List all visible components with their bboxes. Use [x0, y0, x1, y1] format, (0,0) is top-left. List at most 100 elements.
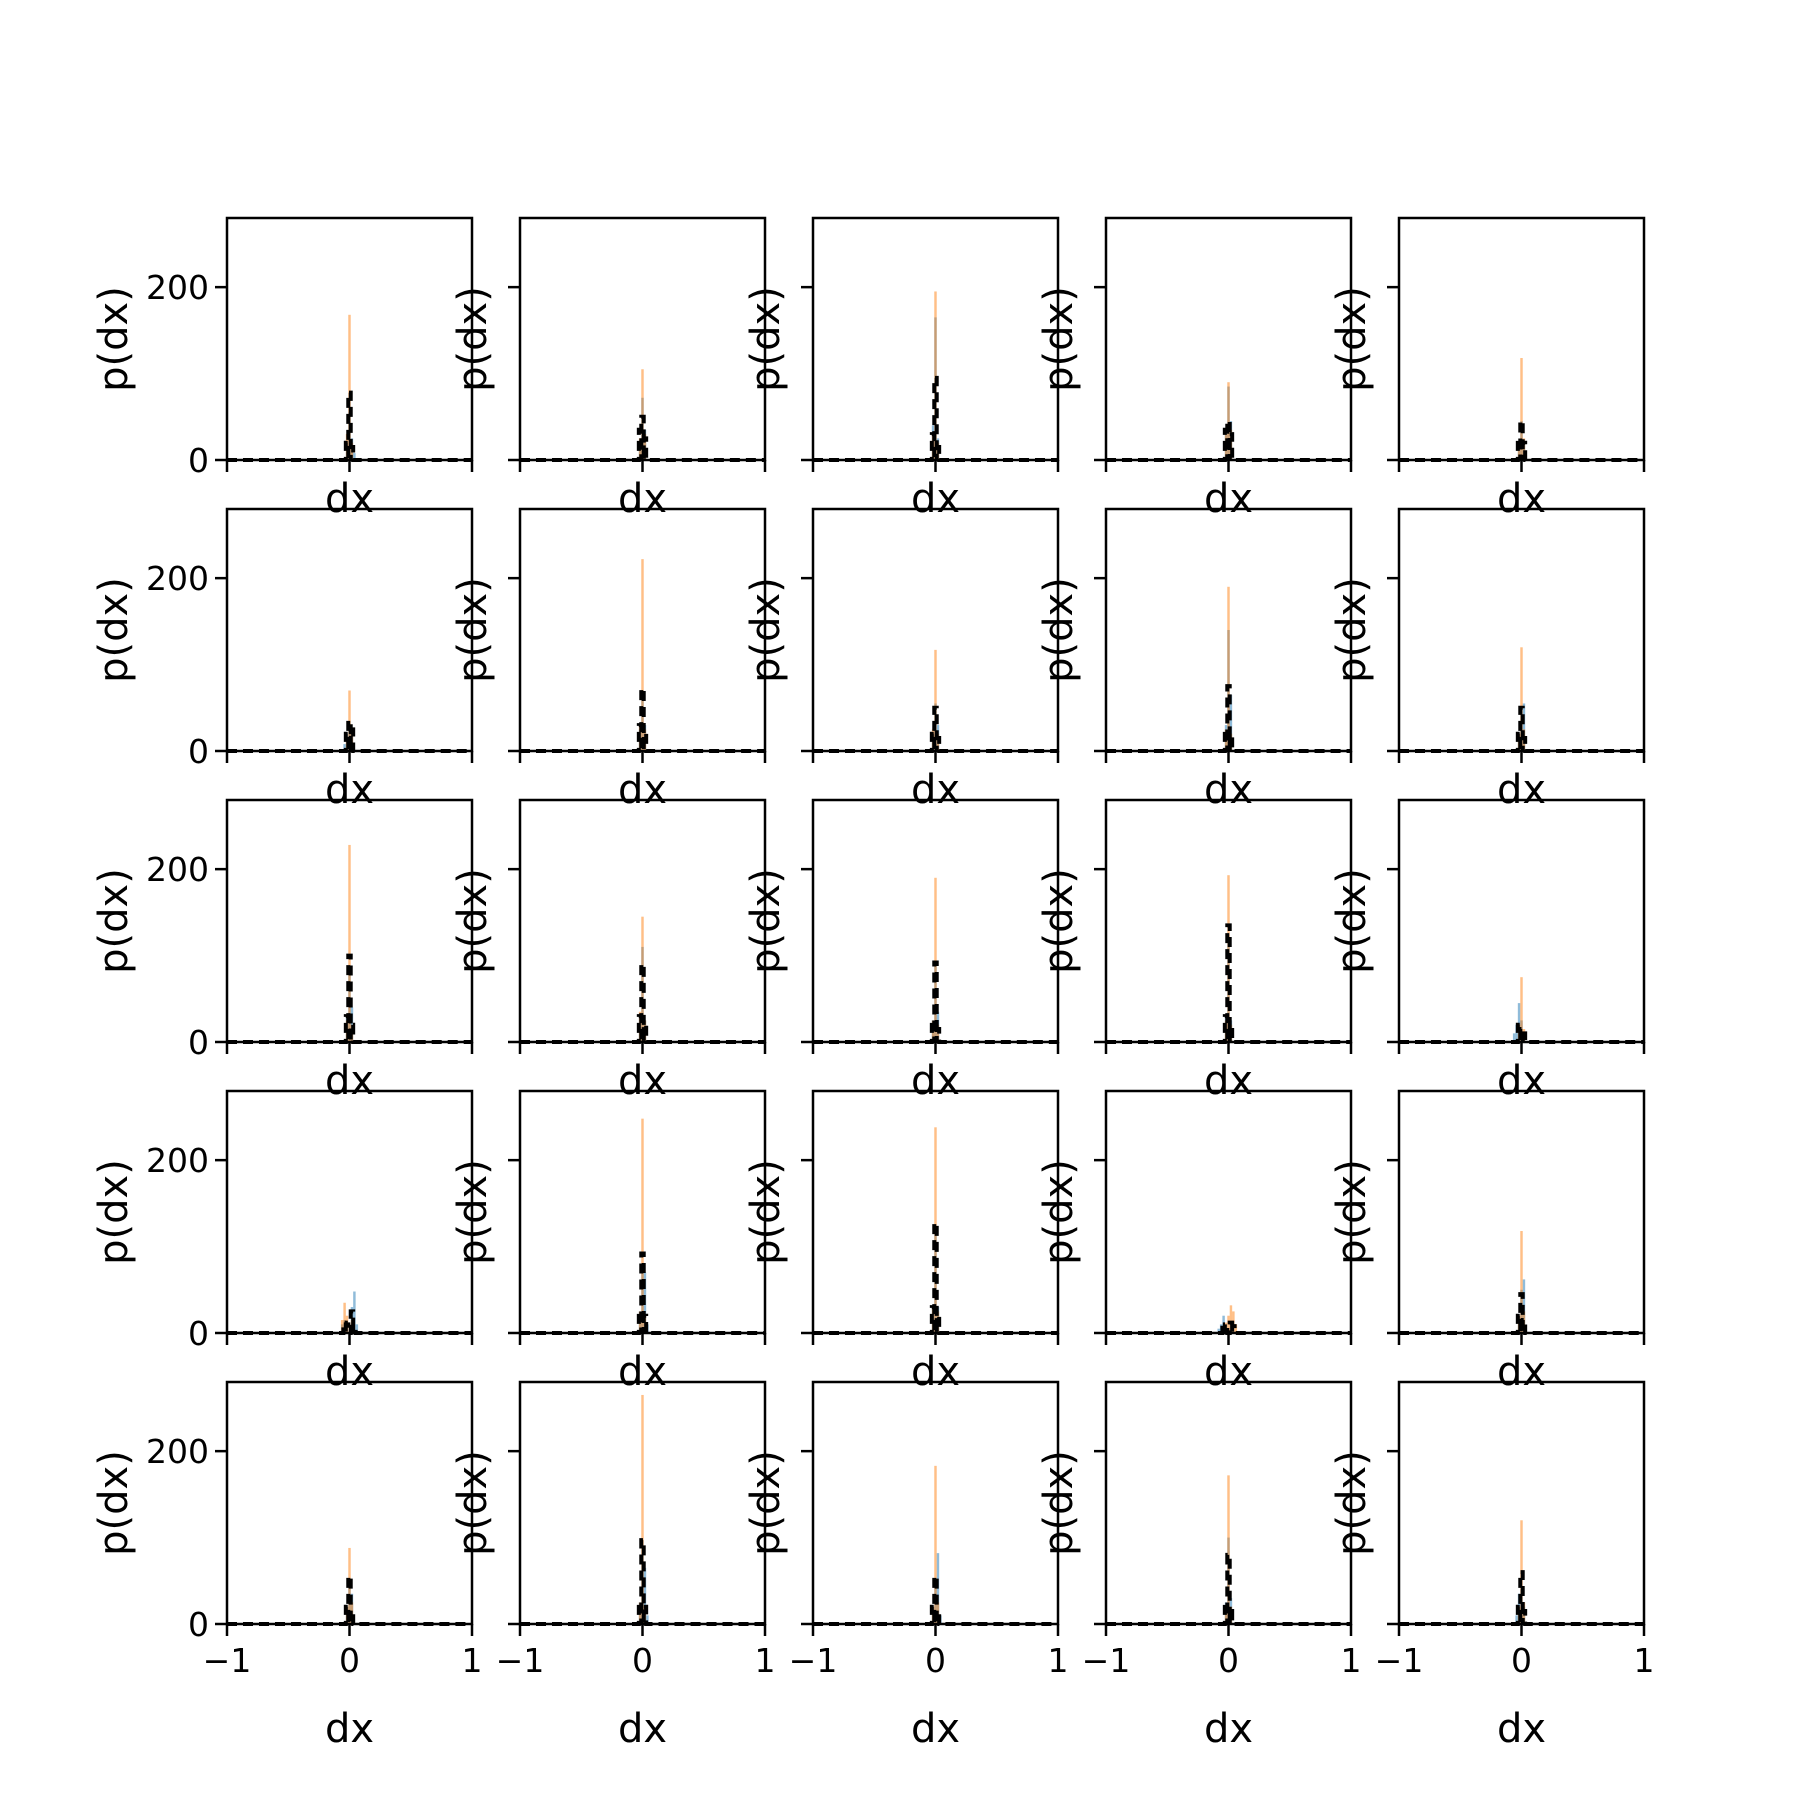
- histogram-outline-black-dashed: [520, 414, 765, 462]
- histogram-bar-blue: [343, 744, 346, 751]
- histogram-bar-blue: [1515, 1615, 1518, 1624]
- y-tick-label: 200: [146, 268, 209, 307]
- histogram-outline-black-dashed: [1106, 1552, 1351, 1626]
- x-axis-label: dx: [325, 476, 374, 522]
- histogram-outline-black-dashed: [813, 1221, 1058, 1335]
- histogram-outline-black-dashed: [813, 705, 1058, 753]
- histogram-bar-blue: [355, 1324, 359, 1333]
- y-axis-label: p(dx): [450, 1159, 496, 1265]
- subplot-r0-c2: dx p(dx): [743, 216, 1060, 522]
- subplot-r3-c0: 0 200 dx p(dx): [91, 1089, 474, 1395]
- x-axis-label: dx: [1497, 1706, 1546, 1752]
- histogram-bar-orange: [641, 1394, 644, 1624]
- histogram-bar-orange: [348, 844, 351, 1042]
- subplot-r0-c1: dx p(dx): [450, 216, 767, 522]
- subplot-r1-c0: 0 200 dx p(dx): [91, 507, 474, 813]
- histogram-bar-blue: [1522, 703, 1526, 751]
- histogram-bar-orange: [1224, 1606, 1228, 1624]
- x-tick-label: 1: [1341, 1641, 1362, 1680]
- histogram-bar-orange: [1520, 358, 1523, 460]
- subplot-r4-c3: −1 0 1 dx p(dx): [1036, 1380, 1362, 1752]
- y-axis-label: p(dx): [91, 286, 137, 392]
- subplot-r1-c1: dx p(dx): [450, 507, 767, 813]
- y-axis-label: p(dx): [91, 1450, 137, 1556]
- histogram-bar-orange: [934, 877, 937, 1042]
- histogram-outline-black-dashed: [1399, 705, 1644, 753]
- y-tick-label: 200: [146, 1141, 209, 1180]
- y-axis-label: p(dx): [743, 1450, 789, 1556]
- x-axis-label: dx: [1204, 1349, 1253, 1395]
- y-tick-label: 200: [146, 559, 209, 598]
- subplot-r4-c1: −1 0 1 dx p(dx): [450, 1380, 776, 1752]
- histogram-outline-black-dashed: [1106, 923, 1351, 1044]
- histogram-bar-blue: [353, 1291, 356, 1333]
- histogram-bar-orange: [348, 690, 351, 751]
- x-tick-label: 0: [1511, 1641, 1532, 1680]
- histogram-outline-black-dashed: [520, 962, 765, 1044]
- histogram-outline-black-dashed: [227, 953, 472, 1044]
- histogram-bar-blue: [353, 453, 356, 460]
- histogram-bar-orange: [340, 1320, 344, 1333]
- x-tick-label: −1: [203, 1641, 252, 1680]
- y-axis-label: p(dx): [1329, 577, 1375, 683]
- x-tick-label: −1: [789, 1641, 838, 1680]
- histogram-bar-orange: [1234, 1324, 1238, 1333]
- y-tick-label: 200: [146, 1432, 209, 1471]
- x-tick-label: 1: [755, 1641, 776, 1680]
- y-axis-label: p(dx): [743, 577, 789, 683]
- histogram-bar-blue: [1517, 1003, 1521, 1042]
- y-axis-label: p(dx): [1329, 1450, 1375, 1556]
- histogram-outline-black-dashed: [1399, 1292, 1644, 1335]
- y-axis-label: p(dx): [91, 868, 137, 974]
- y-axis-label: p(dx): [743, 1159, 789, 1265]
- x-axis-label: dx: [1497, 1349, 1546, 1395]
- histogram-bar-orange: [934, 291, 937, 460]
- y-axis-label: p(dx): [1036, 286, 1082, 392]
- y-axis-label: p(dx): [450, 286, 496, 392]
- histogram-bar-orange: [1229, 1305, 1233, 1333]
- subplot-r2-c4: dx p(dx): [1329, 798, 1646, 1104]
- x-axis-label: dx: [618, 1058, 667, 1104]
- histogram-outline-black-dashed: [227, 1574, 472, 1626]
- x-axis-label: dx: [618, 767, 667, 813]
- x-axis-label: dx: [618, 1706, 667, 1752]
- y-tick-label: 0: [188, 732, 209, 771]
- x-tick-label: 1: [462, 1641, 483, 1680]
- x-axis-label: dx: [911, 767, 960, 813]
- y-axis-label: p(dx): [450, 577, 496, 683]
- y-axis-label: p(dx): [91, 1159, 137, 1265]
- x-axis-label: dx: [1204, 767, 1253, 813]
- x-tick-label: −1: [1375, 1641, 1424, 1680]
- histogram-bar-orange: [1520, 977, 1523, 1042]
- histogram-bar-orange: [1227, 586, 1230, 751]
- x-tick-label: −1: [496, 1641, 545, 1680]
- x-axis-label: dx: [911, 476, 960, 522]
- histogram-bar-orange: [934, 1465, 937, 1624]
- histogram-bar-blue: [1217, 1328, 1220, 1333]
- y-axis-label: p(dx): [91, 577, 137, 683]
- x-axis-label: dx: [325, 767, 374, 813]
- histogram-bar-orange: [934, 649, 937, 751]
- x-axis-label: dx: [911, 1349, 960, 1395]
- y-axis-label: p(dx): [743, 868, 789, 974]
- x-tick-label: 1: [1634, 1641, 1655, 1680]
- histogram-bar-blue: [1512, 1033, 1516, 1042]
- y-axis-label: p(dx): [1036, 1159, 1082, 1265]
- histogram-outline-black-dashed: [520, 686, 765, 753]
- histogram-outline-black-dashed: [1399, 419, 1644, 462]
- subplot-r0-c4: dx p(dx): [1329, 216, 1646, 522]
- subplot-r4-c2: −1 0 1 dx p(dx): [743, 1380, 1069, 1752]
- histogram-bar-orange: [348, 314, 351, 460]
- y-axis-label: p(dx): [1036, 1450, 1082, 1556]
- histogram-outline-black-dashed: [227, 390, 472, 462]
- subplot-r2-c2: dx p(dx): [743, 798, 1060, 1104]
- y-tick-label: 0: [188, 1605, 209, 1644]
- histogram-bar-blue: [646, 1615, 649, 1624]
- x-axis-label: dx: [1204, 1058, 1253, 1104]
- y-tick-label: 200: [146, 850, 209, 889]
- subplot-r1-c3: dx p(dx): [1036, 507, 1353, 813]
- subplot-r0-c3: dx p(dx): [1036, 216, 1353, 522]
- histogram-outline-black-dashed: [227, 718, 472, 753]
